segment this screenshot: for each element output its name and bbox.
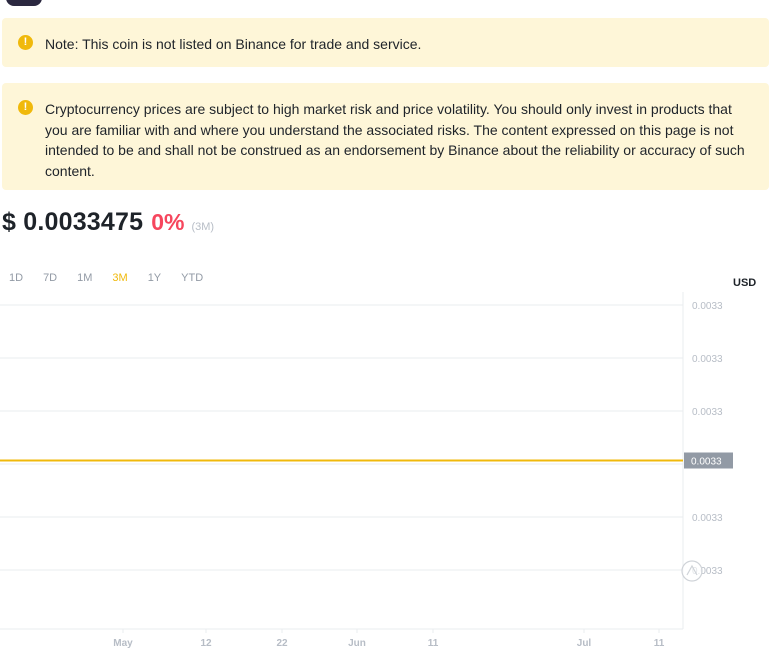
price-chart[interactable]: 0.0033 0.0033 0.0033 0.0033 0.0033 0.0033 May 1… bbox=[0, 292, 783, 655]
x-tick-label: May bbox=[113, 638, 133, 649]
tab-7d[interactable]: 7D bbox=[43, 272, 58, 284]
price-header: $ 0.0033475 0% (3M) bbox=[2, 208, 214, 244]
y-tick-label: 0.0033 bbox=[692, 301, 723, 312]
y-tick-label: 0.0033 bbox=[692, 407, 723, 418]
currency-label: USD bbox=[733, 277, 757, 289]
reset-zoom-glyph bbox=[686, 564, 698, 576]
tab-1y[interactable]: 1Y bbox=[147, 272, 162, 284]
tab-1d[interactable]: 1D bbox=[9, 272, 24, 284]
x-tick-label: 12 bbox=[200, 638, 212, 649]
current-price: $ 0.0033475 bbox=[2, 208, 144, 236]
x-tick-label: 11 bbox=[654, 638, 665, 649]
note-text: Note: This coin is not listed on Binance… bbox=[45, 36, 422, 52]
tab-1m[interactable]: 1M bbox=[77, 272, 93, 284]
coin-logo bbox=[6, 0, 42, 6]
current-price-tag-label: 0.0033 bbox=[691, 457, 722, 468]
x-tick-label: 22 bbox=[276, 638, 288, 649]
not-listed-note: ! Note: This coin is not listed on Binan… bbox=[2, 18, 769, 67]
y-tick-label: 0.0033 bbox=[692, 513, 723, 524]
price-change: 0% bbox=[151, 209, 185, 235]
price-chart-svg: 0.0033 0.0033 0.0033 0.0033 0.0033 0.0033 May 1… bbox=[0, 292, 733, 649]
y-tick-label: 0.0033 bbox=[692, 354, 723, 365]
current-price-tag bbox=[684, 452, 733, 469]
x-tick-label: Jul bbox=[577, 638, 592, 649]
x-tick-label: 11 bbox=[428, 638, 439, 649]
time-range-tabs: 1D 7D 1M 3M 1Y YTD bbox=[9, 272, 223, 284]
y-tick-label: 0.0033 bbox=[692, 566, 723, 577]
tab-ytd[interactable]: YTD bbox=[181, 272, 204, 284]
risk-disclaimer: ! Cryptocurrency prices are subject to h… bbox=[2, 83, 769, 190]
tab-3m[interactable]: 3M bbox=[112, 272, 128, 284]
disclaimer-text: Cryptocurrency prices are subject to hig… bbox=[45, 101, 745, 179]
x-tick-label: Jun bbox=[348, 638, 366, 649]
reset-zoom-icon bbox=[681, 560, 703, 582]
price-period: (3M) bbox=[191, 221, 215, 233]
warning-icon: ! bbox=[18, 100, 33, 115]
warning-icon: ! bbox=[18, 35, 33, 50]
